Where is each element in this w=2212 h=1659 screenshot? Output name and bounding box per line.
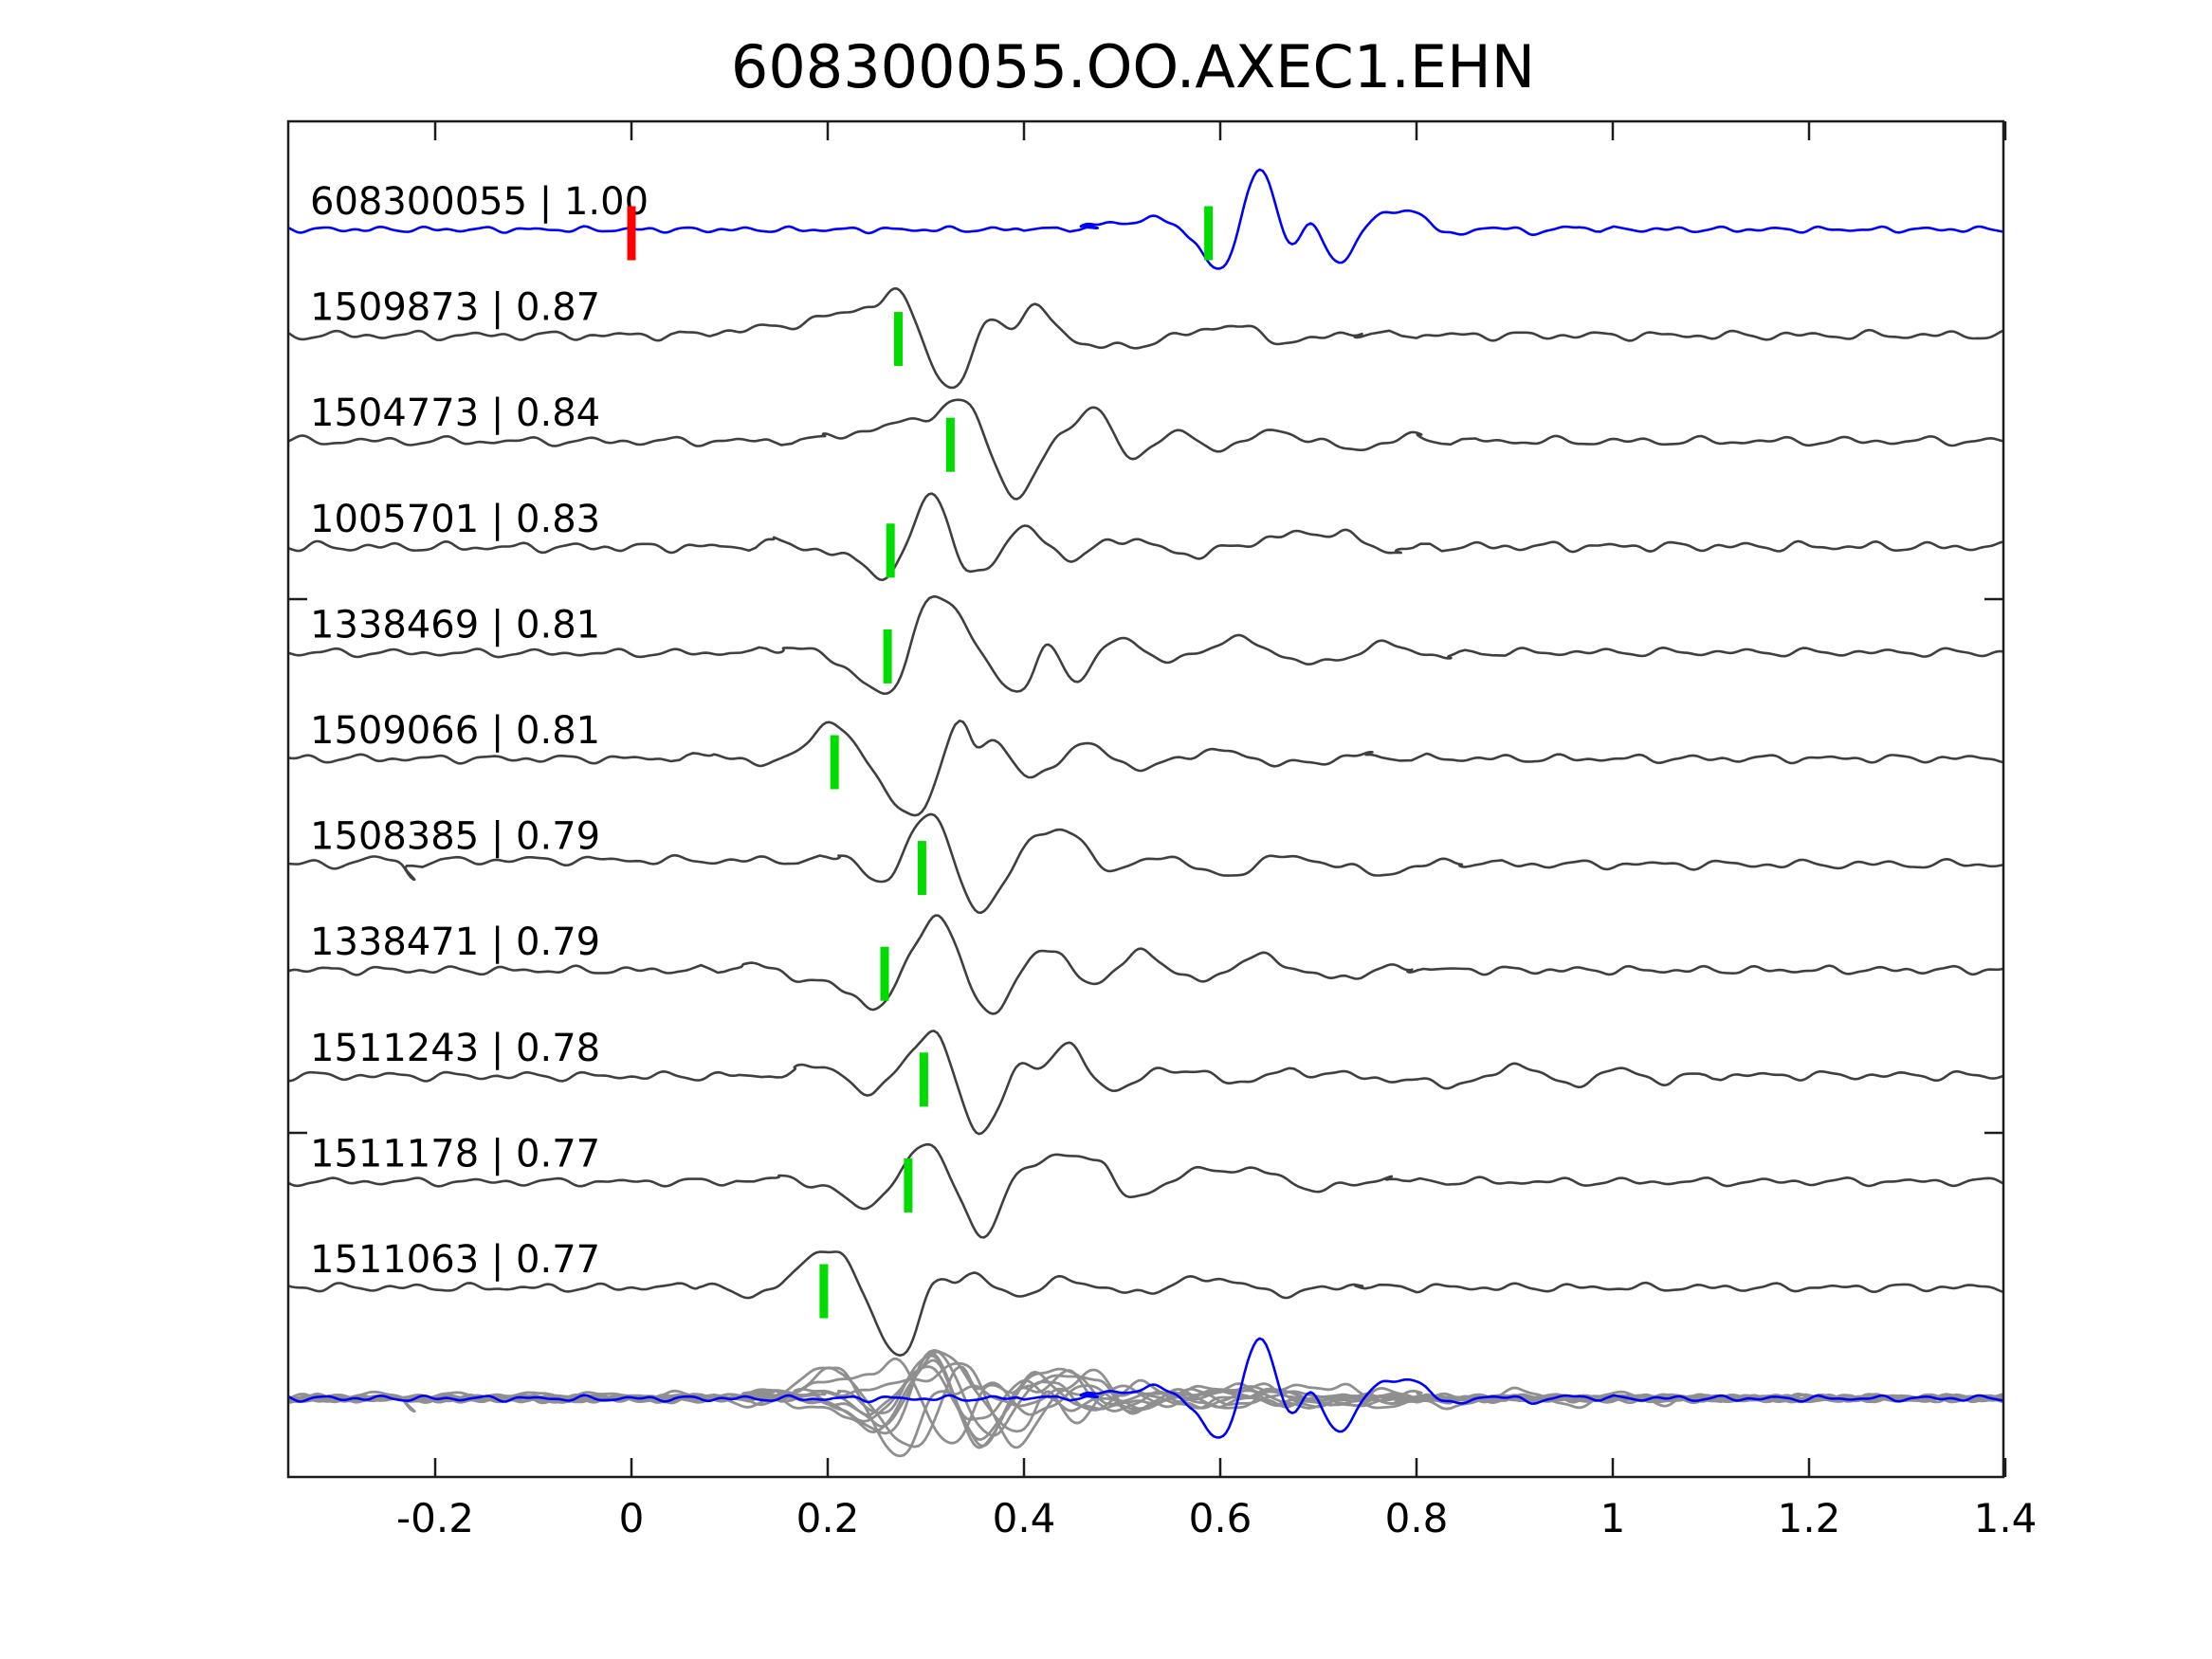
plot-border [286, 119, 2005, 1479]
x-tick-label: -0.2 [396, 1495, 474, 1541]
pick-marker-1509066 [830, 735, 839, 790]
x-tick-label: 1.4 [1974, 1495, 2038, 1541]
trace-waveform-1511243 [288, 1030, 2003, 1136]
trace-label-1508385: 1508385 | 0.79 [310, 815, 600, 859]
overlay-waveform-target [288, 1337, 2003, 1439]
trace-waveform-1338469 [288, 594, 2003, 695]
trace-label-1509066: 1509066 | 0.81 [310, 709, 600, 753]
pick-marker-1509873 [894, 312, 903, 367]
trace-label-1338471: 1338471 | 0.79 [310, 921, 600, 964]
x-tick-label: 1 [1600, 1495, 1626, 1541]
reference-marker-608300055 [627, 206, 636, 261]
trace-waveform-1511178 [288, 1142, 2003, 1239]
pick-marker-1338471 [880, 946, 889, 1001]
x-tick-label: 0.8 [1385, 1495, 1449, 1541]
trace-waveform-1504773 [288, 398, 2003, 501]
x-tick-label: 1.2 [1778, 1495, 1841, 1541]
overlay-waveform-1511178 [288, 1365, 2003, 1448]
pick-marker-608300055 [1204, 206, 1214, 261]
pick-marker-1504773 [945, 417, 955, 472]
x-tick-label: 0.2 [796, 1495, 860, 1541]
trace-waveform-1338471 [288, 914, 2003, 1015]
x-tick-label: 0 [619, 1495, 645, 1541]
pick-marker-1511063 [819, 1264, 829, 1319]
trace-labels-layer: 608300055 | 1.00 1509873 | 0.87 1504773 | … [310, 180, 649, 1282]
trace-waveform-1005701 [288, 492, 2003, 581]
trace-waveform-608300055 [288, 168, 2003, 270]
trace-waveform-1511063 [288, 1250, 2003, 1358]
trace-label-1338469: 1338469 | 0.81 [310, 603, 600, 647]
pick-marker-1511178 [904, 1158, 913, 1212]
x-tick-label: 0.4 [993, 1495, 1056, 1541]
pick-marker-1005701 [886, 523, 895, 578]
pick-marker-1338469 [883, 629, 892, 684]
overlay-waveform-1511063 [288, 1366, 2003, 1458]
traces-layer [288, 168, 2003, 1458]
pick-markers-layer [627, 206, 1214, 1319]
trace-label-1511063: 1511063 | 0.77 [310, 1238, 600, 1282]
trace-label-1511243: 1511243 | 0.78 [310, 1027, 600, 1070]
trace-waveform-1508385 [288, 812, 2003, 915]
trace-label-1511178: 1511178 | 0.77 [310, 1132, 600, 1176]
pick-marker-1508385 [917, 841, 926, 896]
trace-label-1509873: 1509873 | 0.87 [310, 286, 600, 330]
trace-waveform-1509066 [288, 720, 2003, 817]
trace-label-1005701: 1005701 | 0.83 [310, 498, 600, 541]
plot-title: 608300055.OO.AXEC1.EHN [731, 32, 1535, 101]
axes-layer: -0.2 0 0.2 0.4 0.6 0.8 1 1.2 1.4 [286, 119, 2038, 1541]
x-tick-label: 0.6 [1189, 1495, 1252, 1541]
trace-label-1504773: 1504773 | 0.84 [310, 392, 600, 435]
pick-marker-1511243 [919, 1052, 928, 1107]
trace-waveform-1509873 [288, 287, 2003, 390]
trace-label-608300055: 608300055 | 1.00 [310, 180, 649, 224]
